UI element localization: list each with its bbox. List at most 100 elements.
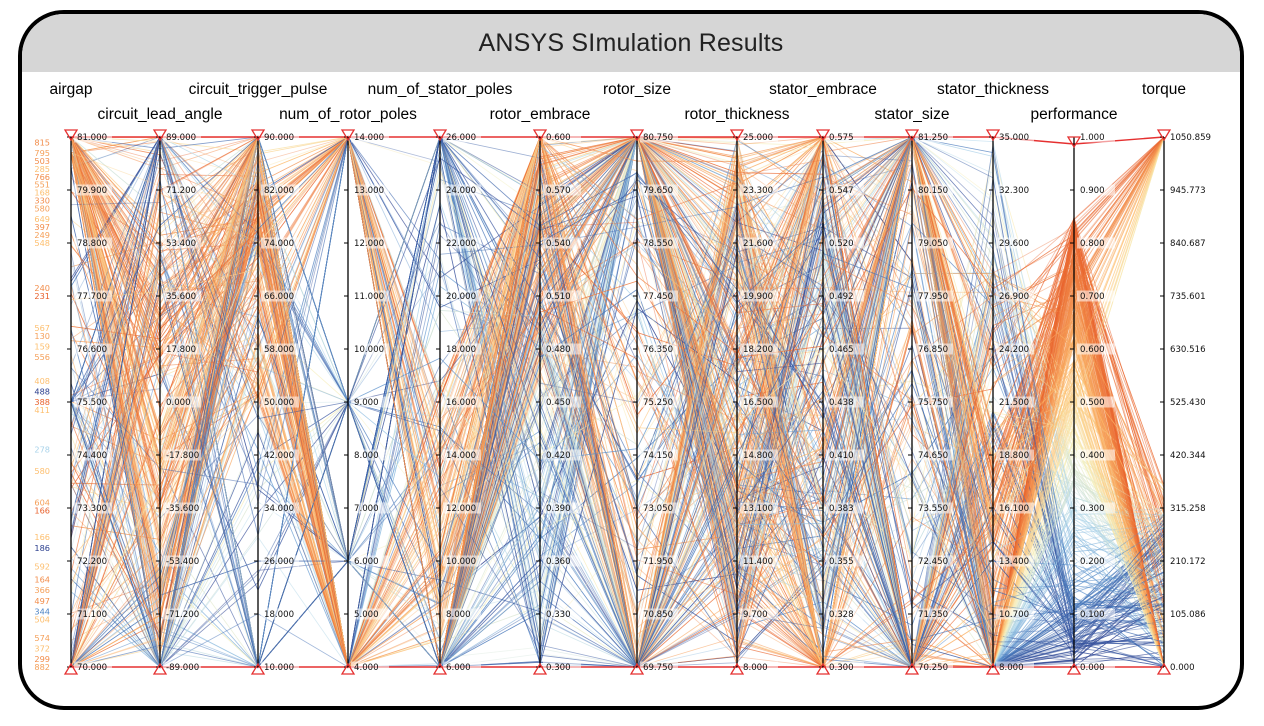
- tick-label: 71.100: [77, 610, 107, 620]
- lower-filter-handle[interactable]: [904, 662, 920, 675]
- tick-label: 9.000: [354, 398, 379, 408]
- tick-label-bg: [1077, 396, 1115, 408]
- tick-label: 26.000: [264, 557, 294, 567]
- case-label: 388: [34, 397, 50, 407]
- tick-label-bg: [443, 131, 481, 143]
- lower-filter-handle[interactable]: [1066, 662, 1082, 675]
- tick-label: 0.570: [546, 186, 571, 196]
- tick-label-bg: [740, 661, 778, 673]
- tick-label-bg: [996, 555, 1034, 567]
- tick-label-bg: [740, 555, 778, 567]
- tick-label: 69.750: [643, 663, 673, 673]
- tick-label: 21.600: [743, 239, 773, 249]
- tick-label: 0.390: [546, 504, 571, 514]
- lower-filter-handle[interactable]: [815, 662, 831, 675]
- upper-filter-handle[interactable]: [729, 129, 745, 142]
- lower-filter-handle[interactable]: [532, 662, 548, 675]
- tick-label: 0.420: [546, 451, 571, 461]
- tick-label: 7.000: [354, 504, 379, 514]
- case-label: 372: [34, 644, 50, 654]
- tick-label: 420.344: [1170, 451, 1206, 461]
- tick-label: 74.150: [643, 451, 673, 461]
- tick-label-bg: [163, 661, 201, 673]
- upper-filter-handle[interactable]: [1066, 136, 1082, 149]
- tick-label-bg: [1077, 449, 1115, 461]
- tick-label: 12.000: [354, 239, 384, 249]
- tick-label: 1050.859: [1170, 133, 1211, 143]
- axis-num-of-stator-poles: num_of_stator_poles 6.000 8.000 10.000 12.00…: [368, 81, 513, 675]
- upper-filter-handle[interactable]: [904, 129, 920, 142]
- tick-label: 76.850: [918, 345, 948, 355]
- tick-label: 90.000: [264, 133, 294, 143]
- tick-label-bg: [443, 449, 481, 461]
- tick-label: 5.000: [354, 610, 379, 620]
- tick-label-bg: [915, 396, 953, 408]
- axis-name: circuit_lead_angle: [98, 106, 223, 123]
- tick-label-bg: [261, 131, 299, 143]
- upper-filter-handle[interactable]: [815, 129, 831, 142]
- tick-label-bg: [1077, 502, 1115, 514]
- tick-label-bg: [1077, 184, 1115, 196]
- tick-label: 0.355: [829, 557, 854, 567]
- lower-filter-handle[interactable]: [250, 662, 266, 675]
- upper-filter-handle[interactable]: [152, 129, 168, 142]
- tick-label: 13.100: [743, 504, 773, 514]
- case-label: 299: [34, 654, 50, 664]
- tick-label-bg: [826, 184, 864, 196]
- tick-label: 74.650: [918, 451, 948, 461]
- axis-name: airgap: [49, 81, 92, 98]
- upper-filter-handle[interactable]: [63, 129, 79, 142]
- lower-filter-handle[interactable]: [432, 662, 448, 675]
- upper-filter-handle[interactable]: [985, 129, 1001, 142]
- tick-label-bg: [1167, 555, 1205, 567]
- upper-filter-handle[interactable]: [1156, 129, 1172, 142]
- upper-filter-handle[interactable]: [340, 129, 356, 142]
- tick-label-bg: [1167, 661, 1205, 673]
- tick-label-bg: [74, 131, 112, 143]
- tick-label: 840.687: [1170, 239, 1206, 249]
- lower-filter-handle[interactable]: [629, 662, 645, 675]
- tick-label-bg: [261, 661, 299, 673]
- lower-filter-handle[interactable]: [152, 662, 168, 675]
- tick-label: 78.800: [77, 239, 107, 249]
- tick-label-bg: [1167, 608, 1205, 620]
- tick-label: 210.172: [1170, 557, 1206, 567]
- tick-label: 79.050: [918, 239, 948, 249]
- lower-filter-handle[interactable]: [63, 662, 79, 675]
- tick-label: 74.000: [264, 239, 294, 249]
- upper-filter-handle[interactable]: [532, 129, 548, 142]
- tick-label-bg: [74, 396, 112, 408]
- tick-label-bg: [74, 502, 112, 514]
- case-label: 551: [34, 180, 50, 190]
- lower-filter-handle[interactable]: [1156, 662, 1172, 675]
- tick-label-bg: [74, 449, 112, 461]
- lower-filter-handle[interactable]: [729, 662, 745, 675]
- upper-filter-handle[interactable]: [250, 129, 266, 142]
- case-label: 166: [34, 506, 50, 516]
- tick-label-bg: [915, 555, 953, 567]
- tick-label-bg: [996, 396, 1034, 408]
- tick-label: 26.000: [446, 133, 476, 143]
- tick-label: 76.600: [77, 345, 107, 355]
- case-label: 168: [34, 188, 50, 198]
- tick-label-bg: [1167, 396, 1205, 408]
- upper-filter-handle[interactable]: [432, 129, 448, 142]
- tick-label-bg: [351, 502, 389, 514]
- lower-filter-handle[interactable]: [340, 662, 356, 675]
- tick-label-bg: [640, 237, 678, 249]
- tick-label-bg: [163, 237, 201, 249]
- tick-label: 23.300: [743, 186, 773, 196]
- tick-label: 0.000: [1170, 663, 1195, 673]
- tick-label-bg: [1167, 449, 1205, 461]
- tick-label-bg: [261, 555, 299, 567]
- axis-airgap: airgap 70.000 71.100 72.200 73.300 74.400 75.5…: [49, 81, 112, 675]
- tick-label: 16.100: [999, 504, 1029, 514]
- upper-filter-handle[interactable]: [629, 129, 645, 142]
- tick-label: 315.258: [1170, 504, 1206, 514]
- tick-label: 73.550: [918, 504, 948, 514]
- case-label: 344: [34, 606, 50, 616]
- tick-label-bg: [163, 449, 201, 461]
- lower-filter-handle[interactable]: [985, 662, 1001, 675]
- tick-label-bg: [163, 608, 201, 620]
- tick-label: 0.300: [829, 663, 854, 673]
